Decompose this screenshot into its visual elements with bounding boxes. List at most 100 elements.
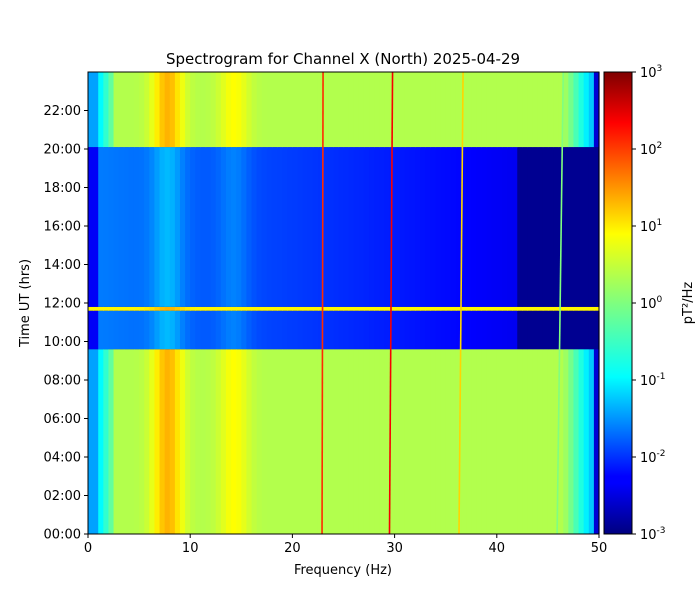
heatmap-cell [98, 310, 104, 350]
heatmap-cell [583, 349, 590, 534]
heatmap-cell [103, 310, 110, 350]
heatmap-cell [573, 310, 580, 350]
heatmap-cell [88, 306, 94, 311]
heatmap-cell [389, 147, 396, 307]
heatmap-cell [517, 306, 523, 311]
heatmap-cell [415, 310, 421, 350]
heatmap-cell [292, 72, 299, 148]
heatmap-cell [517, 72, 523, 148]
heatmap-cell [307, 147, 314, 307]
heatmap-cell [164, 349, 171, 534]
heatmap-cell [461, 147, 467, 307]
heatmap-cell [123, 349, 130, 534]
heatmap-cell [476, 72, 483, 148]
heatmap-cell [256, 310, 263, 350]
heatmap-cell [409, 147, 416, 307]
heatmap-cell [588, 147, 595, 307]
colorbar-tick-label: 101 [640, 218, 662, 235]
heatmap-cell [164, 147, 171, 307]
heatmap-cell [317, 349, 324, 534]
heatmap-cell [588, 306, 595, 311]
heatmap-cell [179, 349, 186, 534]
heatmap-cell [394, 349, 401, 534]
heatmap-cell [583, 306, 590, 311]
heatmap-cell [547, 72, 554, 148]
heatmap-cell [333, 306, 339, 311]
heatmap-cell [450, 72, 457, 148]
heatmap-cell [420, 310, 426, 350]
heatmap-cell [435, 306, 442, 311]
heatmap-cell [205, 147, 212, 307]
heatmap-cell [399, 72, 406, 148]
heatmap-cell [302, 306, 309, 311]
heatmap-cell [471, 310, 477, 350]
heatmap-cell [563, 72, 569, 148]
heatmap-cell [93, 72, 99, 148]
heatmap-cell [220, 147, 227, 307]
colorbar-label: pT²/Hz [681, 282, 696, 325]
heatmap-cell [353, 306, 360, 311]
heatmap-cell [384, 349, 391, 534]
heatmap-cell [307, 310, 314, 350]
heatmap-cell [455, 147, 462, 307]
chart-title: Spectrogram for Channel X (North) 2025-0… [166, 50, 520, 68]
heatmap-cell [93, 306, 99, 311]
heatmap-cell [200, 72, 207, 148]
heatmap-cell [225, 147, 232, 307]
heatmap-cell [568, 310, 575, 350]
heatmap-cell [215, 310, 222, 350]
heatmap-cell [195, 349, 202, 534]
heatmap-cell [328, 349, 334, 534]
heatmap-cell [461, 310, 467, 350]
heatmap-cell [317, 72, 324, 148]
heatmap-cell [415, 147, 421, 307]
heatmap-cell [425, 310, 431, 350]
heatmap-cell [282, 349, 288, 534]
heatmap-cell [333, 310, 339, 350]
heatmap-cell [501, 147, 508, 307]
heatmap-cell [139, 306, 145, 311]
heatmap-cell [256, 349, 263, 534]
heatmap-cell [338, 72, 345, 148]
heatmap-cell [404, 349, 411, 534]
heatmap-cell [292, 306, 299, 311]
heatmap-cell [348, 306, 355, 311]
heatmap-cell [358, 306, 365, 311]
heatmap-cell [93, 310, 99, 350]
heatmap-cell [174, 349, 181, 534]
heatmap-cell [108, 306, 115, 311]
heatmap-cell [256, 147, 263, 307]
heatmap-cell [517, 349, 523, 534]
heatmap-cell [190, 310, 196, 350]
heatmap-cell [139, 72, 145, 148]
heatmap-cell [302, 147, 309, 307]
heatmap-cell [353, 349, 360, 534]
heatmap-cell [190, 349, 196, 534]
heatmap-cell [450, 306, 457, 311]
heatmap-cell [399, 349, 406, 534]
heatmap-cell [471, 147, 477, 307]
heatmap-cell [251, 310, 258, 350]
heatmap-cell [113, 72, 120, 148]
heatmap-cell [164, 306, 171, 311]
heatmap-cell [496, 72, 503, 148]
heatmap-cell [420, 147, 426, 307]
heatmap-cell [271, 349, 278, 534]
heatmap-cell [215, 147, 222, 307]
heatmap-cell [128, 72, 135, 148]
heatmap-cell [266, 72, 273, 148]
heatmap-cell [537, 306, 544, 311]
y-tick-label: 00:00 [44, 528, 81, 543]
heatmap-cell [190, 147, 196, 307]
heatmap-cell [338, 306, 345, 311]
heatmap-cell [384, 310, 391, 350]
heatmap-cell [491, 310, 498, 350]
heatmap-cell [363, 349, 370, 534]
heatmap-cell [593, 72, 600, 148]
heatmap-cell [486, 349, 493, 534]
heatmap-cell [578, 310, 585, 350]
heatmap-cell [225, 72, 232, 148]
heatmap-cell [338, 349, 345, 534]
heatmap-cell [399, 310, 406, 350]
interference-line [556, 71, 565, 535]
